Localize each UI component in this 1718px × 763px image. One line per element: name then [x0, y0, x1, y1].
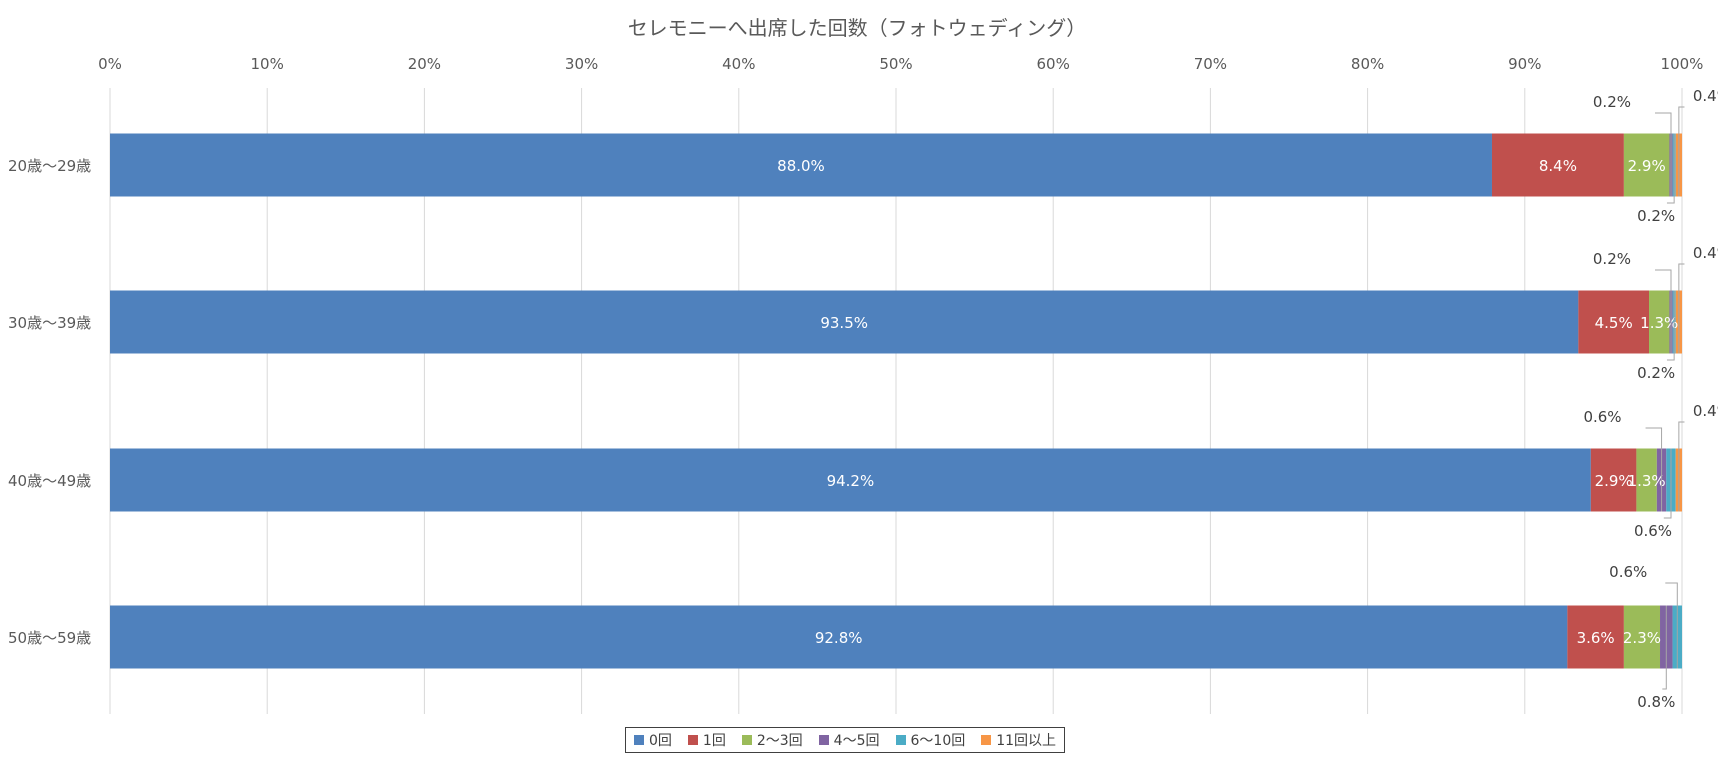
leader-line: [1678, 421, 1685, 512]
x-tick-label: 30%: [565, 55, 598, 73]
legend-label: 4～5回: [833, 733, 880, 749]
leader-line: [1666, 133, 1675, 204]
x-tick-label: 20%: [408, 55, 441, 73]
legend-item: 2～3回: [741, 730, 803, 750]
bar-segment: [1590, 448, 1637, 512]
data-labels: 88.0% 8.4% 2.9% 0.2% 0.2% 0.4% 93.5% 4.5% 1.3% 0.…: [777, 87, 1718, 711]
bars: [110, 133, 1682, 669]
x-tick-label: 90%: [1508, 55, 1541, 73]
legend-swatch: [981, 735, 992, 745]
category-label: 50歳～59歳: [8, 629, 91, 647]
bar-segment: [1567, 605, 1624, 669]
leader-line: [1655, 112, 1672, 197]
data-label: 0.8%: [1637, 693, 1675, 711]
bar-segment: [110, 290, 1579, 354]
data-label: 0.2%: [1637, 364, 1675, 382]
bar-segment: [1623, 605, 1661, 669]
data-label: 93.5%: [820, 314, 868, 332]
legend-item: 0回: [634, 730, 672, 750]
legend-item: 6～10回: [895, 730, 966, 750]
bar-segment: [1623, 133, 1670, 197]
data-label: 0.2%: [1637, 207, 1675, 225]
data-label: 0.2%: [1593, 93, 1631, 111]
bar-segment: [1636, 448, 1657, 512]
x-tick-label: 10%: [251, 55, 284, 73]
chart-title: セレモニーへ出席した回数（フォトウェディング）: [628, 16, 1087, 40]
legend-label: 1回: [702, 733, 726, 749]
bar-segment: [110, 448, 1591, 512]
stacked-bar-chart: セレモニーへ出席した回数（フォトウェディング） 0% 10% 20% 30% 40% 50…: [8, 16, 1718, 714]
bar-segment: [1578, 290, 1650, 354]
leader-line: [1666, 290, 1675, 361]
data-label: 8.4%: [1539, 157, 1577, 175]
data-label: 0.6%: [1634, 522, 1672, 540]
x-axis-ticks: 0% 10% 20% 30% 40% 50% 60% 70% 80% 90% 100%: [98, 55, 1703, 73]
data-label: 1.3%: [1640, 314, 1678, 332]
legend-swatch: [895, 735, 906, 745]
leader-line: [1678, 263, 1685, 354]
category-label: 30歳～39歳: [8, 314, 91, 332]
legend-item: 11回以上: [981, 730, 1056, 750]
data-label: 0.4%: [1693, 244, 1718, 262]
legend-swatch: [634, 735, 644, 745]
legend-label: 2～3回: [756, 733, 803, 749]
data-label: 94.2%: [827, 472, 875, 490]
leader-line: [1665, 582, 1678, 669]
leader-line: [1663, 448, 1672, 519]
data-label: 2.9%: [1628, 157, 1666, 175]
bar-segment: [110, 605, 1568, 669]
bar-segment: [1491, 133, 1624, 197]
x-tick-label: 50%: [879, 55, 912, 73]
x-tick-label: 70%: [1194, 55, 1227, 73]
leader-line: [1662, 605, 1667, 690]
data-label: 0.6%: [1609, 563, 1647, 581]
bar-segment: [110, 133, 1492, 197]
x-tick-label: 40%: [722, 55, 755, 73]
data-label: 2.9%: [1595, 472, 1633, 490]
category-labels: 20歳～29歳 30歳～39歳 40歳～49歳 50歳～59歳: [8, 157, 91, 647]
legend-item: 4～5回: [818, 730, 880, 750]
x-tick-label: 100%: [1661, 55, 1704, 73]
data-label: 0.2%: [1593, 250, 1631, 268]
category-label: 20歳～29歳: [8, 157, 91, 175]
legend-item: 1回: [687, 730, 726, 750]
data-label: 0.4%: [1693, 87, 1718, 105]
leader-line: [1645, 427, 1663, 512]
bar-segment: [1649, 290, 1670, 354]
x-tick-label: 0%: [98, 55, 122, 73]
leader-line: [1655, 269, 1672, 354]
legend-label: 0回: [649, 733, 672, 749]
x-tick-label: 60%: [1037, 55, 1070, 73]
data-label: 92.8%: [815, 629, 863, 647]
data-label: 1.3%: [1628, 472, 1666, 490]
data-label: 4.5%: [1595, 314, 1633, 332]
legend-label: 6～10回: [910, 733, 966, 749]
data-label: 0.6%: [1583, 408, 1621, 426]
data-label: 88.0%: [777, 157, 825, 175]
data-label: 2.3%: [1623, 629, 1661, 647]
legend-swatch: [818, 735, 829, 745]
legend-label: 11回以上: [996, 733, 1057, 749]
data-label: 0.4%: [1693, 402, 1718, 420]
legend-swatch: [741, 735, 752, 745]
x-tick-label: 80%: [1351, 55, 1384, 73]
legend-swatch: [687, 735, 698, 745]
category-label: 40歳～49歳: [8, 472, 91, 490]
legend: 0回 1回 2～3回 4～5回 6～10回 11回以上: [625, 727, 1066, 753]
leader-line: [1678, 106, 1685, 197]
data-label: 3.6%: [1577, 629, 1615, 647]
